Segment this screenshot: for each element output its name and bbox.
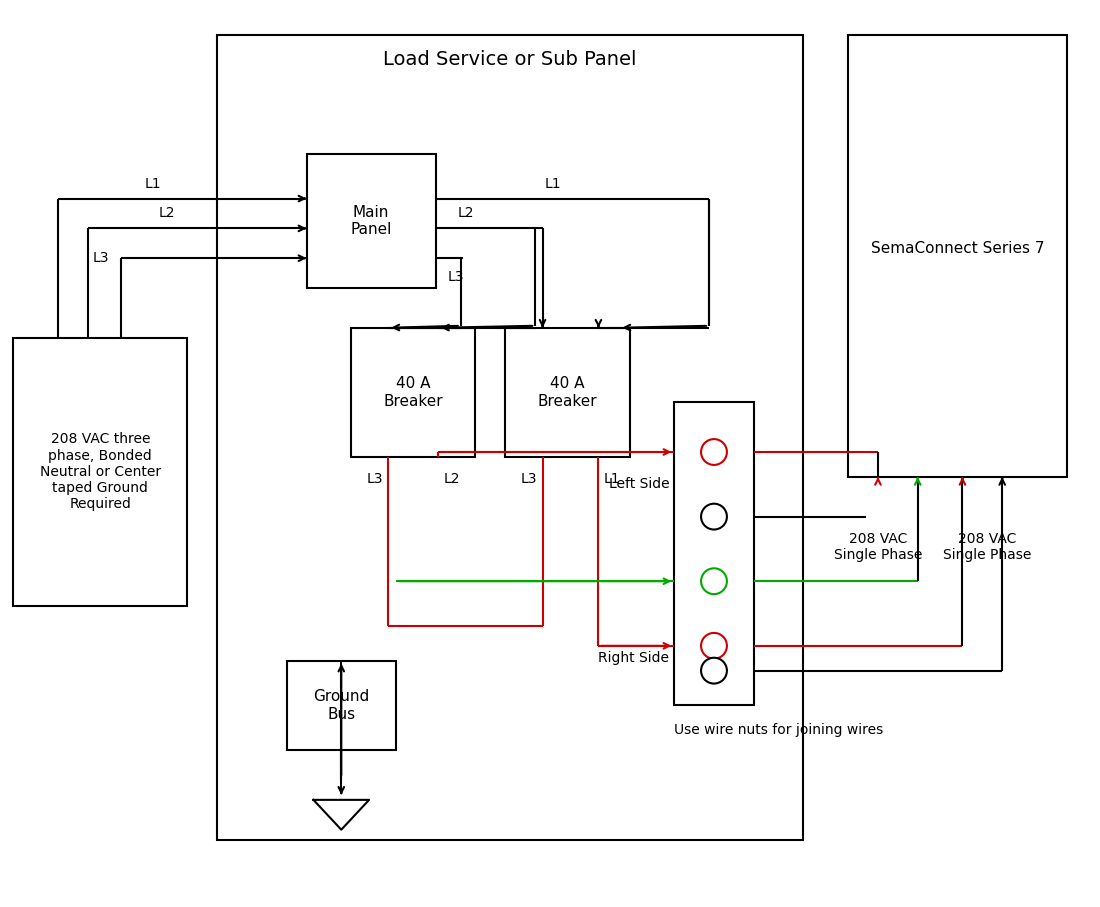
Bar <box>351 327 475 457</box>
Text: L1: L1 <box>604 472 620 486</box>
Bar <box>217 34 803 840</box>
Text: L3: L3 <box>92 251 109 265</box>
Text: Main
Panel: Main Panel <box>351 205 392 237</box>
Circle shape <box>701 503 727 530</box>
Bar <box>848 34 1067 477</box>
Circle shape <box>701 439 727 465</box>
Text: L2: L2 <box>458 207 474 220</box>
Text: L1: L1 <box>144 177 161 190</box>
Text: L2: L2 <box>443 472 460 486</box>
Text: 208 VAC three
phase, Bonded
Neutral or Center
taped Ground
Required: 208 VAC three phase, Bonded Neutral or C… <box>40 433 161 512</box>
Bar <box>13 337 187 606</box>
Text: 208 VAC
Single Phase: 208 VAC Single Phase <box>834 532 922 561</box>
Text: L3: L3 <box>367 472 384 486</box>
Text: 40 A
Breaker: 40 A Breaker <box>384 376 443 408</box>
Text: L2: L2 <box>160 207 176 220</box>
Text: L3: L3 <box>448 270 464 284</box>
Text: Left Side: Left Side <box>608 477 669 492</box>
Bar <box>307 154 436 288</box>
Bar <box>287 660 396 750</box>
Bar <box>674 403 754 706</box>
Circle shape <box>701 633 727 658</box>
Text: L3: L3 <box>521 472 538 486</box>
Text: Ground
Bus: Ground Bus <box>314 689 370 722</box>
Text: Use wire nuts for joining wires: Use wire nuts for joining wires <box>674 723 883 737</box>
Circle shape <box>701 658 727 684</box>
Text: 208 VAC
Single Phase: 208 VAC Single Phase <box>943 532 1032 561</box>
Circle shape <box>701 569 727 594</box>
Text: Load Service or Sub Panel: Load Service or Sub Panel <box>384 50 637 69</box>
Text: SemaConnect Series 7: SemaConnect Series 7 <box>871 240 1044 256</box>
Text: 40 A
Breaker: 40 A Breaker <box>538 376 597 408</box>
Text: L1: L1 <box>544 177 561 190</box>
Text: Right Side: Right Side <box>598 651 669 665</box>
Bar <box>505 327 629 457</box>
